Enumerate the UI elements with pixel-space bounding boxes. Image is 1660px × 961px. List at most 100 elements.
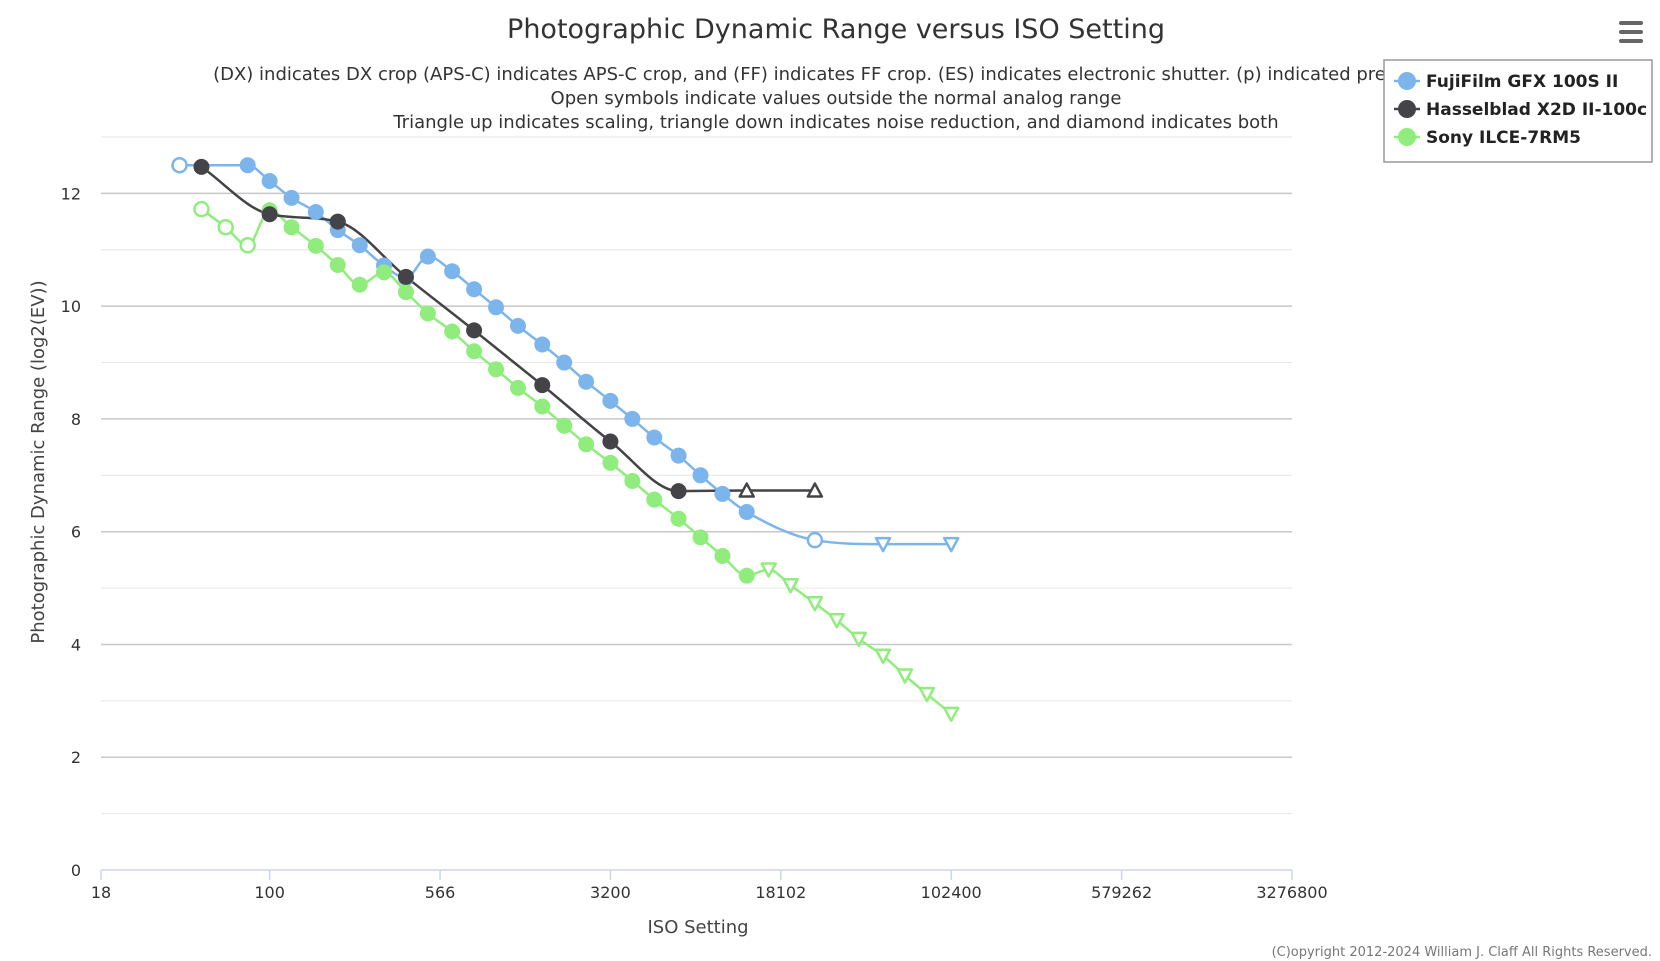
data-point bbox=[397, 284, 414, 301]
data-point bbox=[375, 264, 392, 281]
data-point bbox=[692, 529, 709, 546]
data-point bbox=[850, 631, 868, 648]
x-tick-label: 3200 bbox=[590, 883, 631, 902]
data-point bbox=[806, 482, 824, 498]
data-point bbox=[828, 612, 846, 629]
data-point bbox=[624, 410, 641, 427]
data-point bbox=[578, 436, 595, 453]
data-point bbox=[760, 562, 777, 578]
legend-item[interactable]: Sony ILCE-7RM5 bbox=[1394, 128, 1581, 148]
x-tick-label: 579262 bbox=[1091, 883, 1152, 902]
series-lines bbox=[179, 163, 952, 715]
data-point bbox=[738, 503, 755, 520]
data-point bbox=[738, 567, 755, 584]
data-point bbox=[239, 157, 256, 174]
data-point bbox=[488, 299, 505, 316]
data-point bbox=[556, 354, 573, 371]
y-tick-label: 6 bbox=[71, 523, 81, 542]
x-tick-label: 3276800 bbox=[1256, 883, 1327, 902]
y-tick-label: 10 bbox=[61, 297, 81, 316]
legend-symbol-marker bbox=[1398, 128, 1416, 146]
legend-label: Hasselblad X2D II-100c bbox=[1426, 100, 1647, 120]
data-point bbox=[509, 379, 526, 396]
data-point bbox=[602, 392, 619, 409]
y-tick-label: 2 bbox=[71, 748, 81, 767]
chart-menu-button[interactable] bbox=[1612, 16, 1648, 48]
data-point bbox=[307, 203, 324, 220]
y-tick-label: 8 bbox=[71, 410, 81, 429]
data-point bbox=[351, 276, 368, 293]
data-point bbox=[351, 237, 368, 254]
data-point bbox=[193, 158, 210, 175]
data-point bbox=[329, 213, 346, 230]
data-point bbox=[896, 668, 914, 684]
data-point bbox=[646, 491, 663, 508]
chart-subtitle-line-1: (DX) indicates DX crop (APS-C) indicates… bbox=[213, 64, 1459, 85]
data-point bbox=[466, 322, 483, 339]
data-point bbox=[466, 281, 483, 298]
chart-subtitle-line-2: Open symbols indicate values outside the… bbox=[551, 88, 1122, 109]
x-tick-label: 18 bbox=[91, 883, 111, 902]
data-point bbox=[444, 263, 461, 280]
legend-label: Sony ILCE-7RM5 bbox=[1426, 128, 1581, 148]
data-point bbox=[942, 536, 960, 553]
data-point bbox=[670, 447, 687, 464]
data-point bbox=[419, 305, 436, 322]
data-point bbox=[556, 417, 573, 434]
data-point bbox=[738, 482, 755, 498]
data-point bbox=[782, 578, 799, 594]
y-tick-label: 4 bbox=[71, 635, 81, 654]
data-point bbox=[714, 485, 731, 502]
data-point bbox=[646, 429, 663, 446]
data-point bbox=[283, 219, 300, 236]
data-point bbox=[942, 706, 960, 723]
legend: FujiFilm GFX 100S II Hasselblad X2D II-10… bbox=[1383, 59, 1653, 163]
data-point bbox=[670, 483, 687, 500]
axes: 0 2 4 6 8 10 12 18 100 566 3200 18102 102400 579262 32… bbox=[61, 184, 1328, 902]
data-point bbox=[261, 206, 278, 223]
data-point bbox=[217, 218, 234, 236]
data-point bbox=[419, 248, 436, 265]
legend-symbol-marker bbox=[1398, 72, 1416, 90]
data-point bbox=[307, 237, 324, 254]
data-point bbox=[624, 472, 641, 489]
copyright-credits: (C)opyright 2012-2024 William J. Claff A… bbox=[1272, 945, 1652, 960]
y-tick-label: 12 bbox=[61, 184, 81, 203]
data-point bbox=[602, 433, 619, 450]
data-point bbox=[283, 189, 300, 206]
data-point bbox=[466, 343, 483, 360]
x-tick-label: 102400 bbox=[921, 883, 982, 902]
data-point bbox=[670, 510, 687, 527]
legend-symbol-marker bbox=[1398, 100, 1416, 118]
data-point bbox=[692, 467, 709, 484]
series-points bbox=[171, 156, 960, 723]
data-point bbox=[806, 531, 824, 549]
data-point bbox=[578, 373, 595, 390]
data-point bbox=[488, 361, 505, 378]
series-line-2 bbox=[200, 208, 952, 715]
x-tick-label: 18102 bbox=[755, 883, 806, 902]
data-point bbox=[509, 317, 526, 334]
legend-label: FujiFilm GFX 100S II bbox=[1426, 72, 1618, 92]
legend-item[interactable]: FujiFilm GFX 100S II bbox=[1394, 72, 1618, 92]
x-tick-label: 566 bbox=[425, 883, 456, 902]
data-point bbox=[397, 268, 414, 285]
data-point bbox=[874, 648, 892, 664]
data-point bbox=[714, 547, 731, 564]
data-point bbox=[193, 200, 210, 218]
x-tick-label: 100 bbox=[254, 883, 285, 902]
data-point bbox=[171, 156, 188, 174]
data-point bbox=[261, 172, 278, 189]
data-point bbox=[444, 323, 461, 340]
series-line-1 bbox=[200, 165, 815, 493]
data-point bbox=[602, 454, 619, 471]
data-point bbox=[806, 596, 824, 612]
data-point bbox=[874, 536, 892, 553]
legend-item[interactable]: Hasselblad X2D II-100c bbox=[1394, 100, 1647, 120]
data-point bbox=[239, 237, 256, 254]
hamburger-menu-icon bbox=[1619, 21, 1643, 43]
data-point bbox=[534, 398, 551, 415]
chart-title: Photographic Dynamic Range versus ISO Se… bbox=[507, 14, 1165, 45]
data-point bbox=[534, 377, 551, 394]
